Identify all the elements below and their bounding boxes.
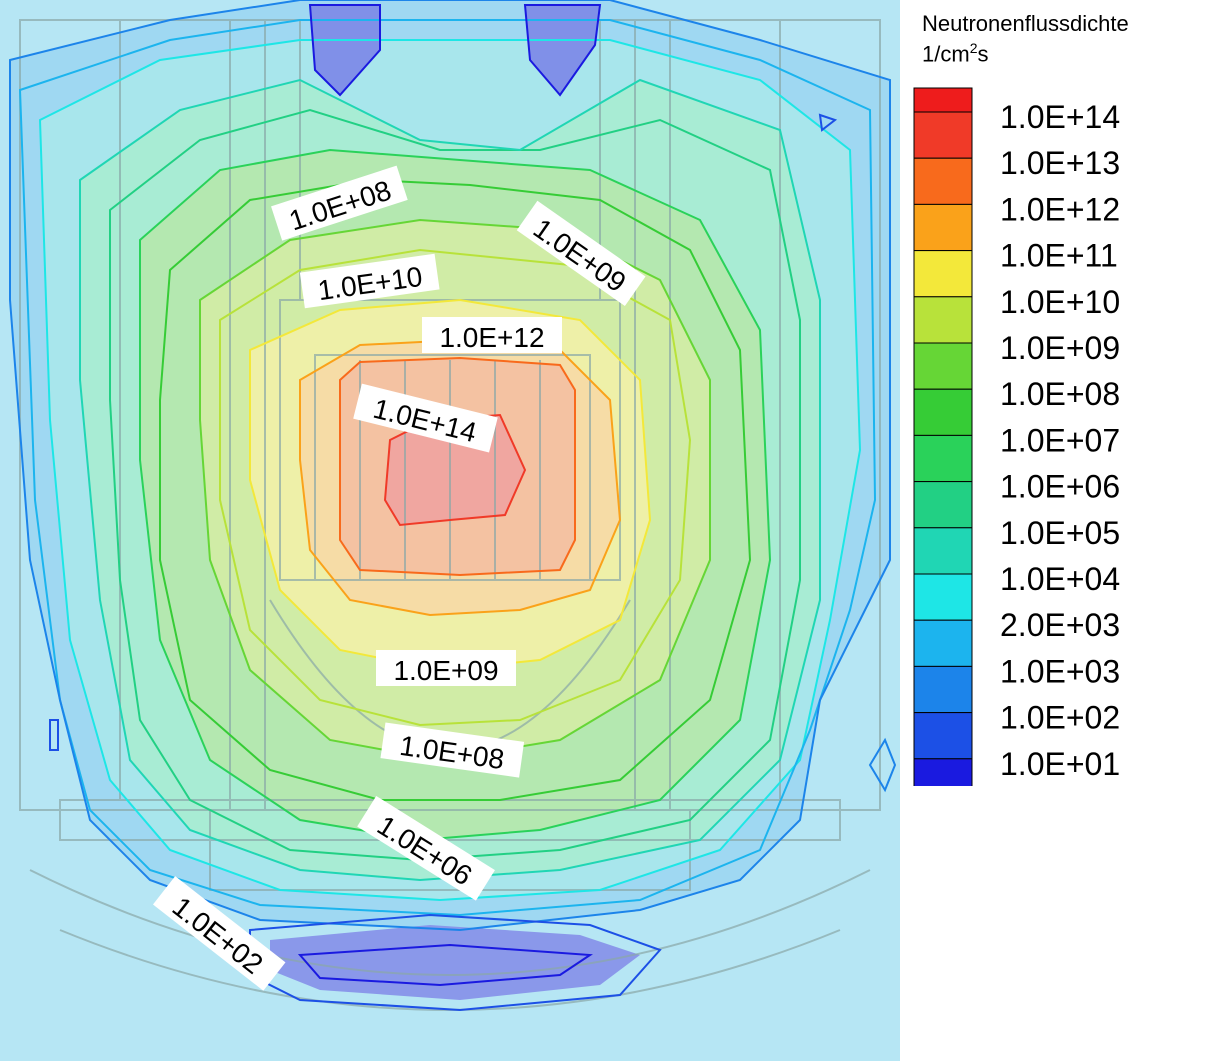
flux-contour-plot: 1.0E+08 1.0E+09 1.0E+10 1.0E+12 1.0E+14 …	[0, 0, 900, 1061]
legend: 1.0E+14 1.0E+13 1.0E+12 1.0E+11 1.0E+10 1.0E+…	[913, 87, 1120, 786]
zone-top-low	[310, 5, 380, 95]
legend-label-12: 1.0E+03	[1000, 653, 1120, 689]
legend-label-13: 1.0E+02	[1000, 700, 1120, 736]
legend-swatch-13	[913, 712, 973, 760]
legend-swatch-3	[913, 250, 973, 298]
legend-swatch-12	[913, 665, 973, 714]
contour-right-low	[868, 737, 897, 793]
contour-1e01-bottom	[297, 943, 593, 987]
legend-swatch-9	[913, 527, 973, 575]
legend-title: Neutronenflussdichte	[922, 11, 1129, 36]
contour-1e10	[219, 248, 692, 727]
legend-label-14: 1.0E+01	[1000, 746, 1120, 782]
contour-left-low	[49, 719, 59, 751]
legend-items: 1.0E+14 1.0E+13 1.0E+12 1.0E+11 1.0E+10 1.0E+…	[913, 99, 1120, 786]
legend-label-9: 1.0E+05	[1000, 515, 1120, 551]
contour-right-low-2	[818, 113, 838, 132]
legend-swatch-11	[913, 619, 973, 667]
contour-1e07	[139, 148, 772, 842]
legend-swatch-5	[913, 342, 973, 390]
legend-swatch-6	[913, 388, 973, 436]
legend-label-4: 1.0E+10	[1000, 284, 1120, 320]
contour-label-4: 1.0E+12	[439, 322, 544, 353]
legend-label-5: 1.0E+09	[1000, 330, 1120, 366]
legend-swatch-7	[913, 434, 973, 483]
contour-top-low	[308, 4, 381, 97]
legend-label-3: 1.0E+11	[1000, 238, 1118, 274]
contour-1e04	[38, 39, 862, 902]
contour-1e06	[109, 108, 801, 862]
contour-label-6: 1.0E+09	[393, 655, 498, 686]
legend-swatch-0	[913, 111, 973, 159]
zone-top-low-2	[525, 5, 600, 95]
legend-label-2: 1.0E+12	[1000, 191, 1120, 227]
legend-swatch-10	[913, 573, 973, 621]
legend-label-0: 1.0E+14	[1000, 99, 1120, 135]
legend-swatch-8	[913, 481, 973, 529]
contour-lines	[9, 0, 897, 1012]
contour-2e03	[18, 19, 877, 917]
legend-label-10: 1.0E+04	[1000, 561, 1120, 597]
legend-label-7: 1.0E+07	[1000, 422, 1120, 458]
legend-label-6: 1.0E+08	[1000, 376, 1120, 412]
legend-swatch-4	[913, 296, 973, 344]
legend-top-swatch	[913, 87, 973, 113]
contour-top-low-2	[523, 4, 602, 97]
legend-label-1: 1.0E+13	[1000, 145, 1120, 181]
contour-1e11	[249, 298, 652, 672]
legend-label-8: 1.0E+06	[1000, 469, 1120, 505]
legend-unit: 1/cm2s	[922, 40, 989, 67]
legend-swatch-2	[913, 203, 973, 252]
contour-1e09	[199, 218, 711, 762]
contour-1e03	[9, 0, 891, 932]
contour-1e08	[159, 178, 752, 801]
contour-1e05	[79, 78, 821, 882]
contour-1e13	[339, 356, 576, 577]
legend-swatch-14	[913, 758, 973, 786]
legend-swatch-1	[913, 157, 973, 205]
legend-label-11: 2.0E+03	[1000, 607, 1120, 643]
